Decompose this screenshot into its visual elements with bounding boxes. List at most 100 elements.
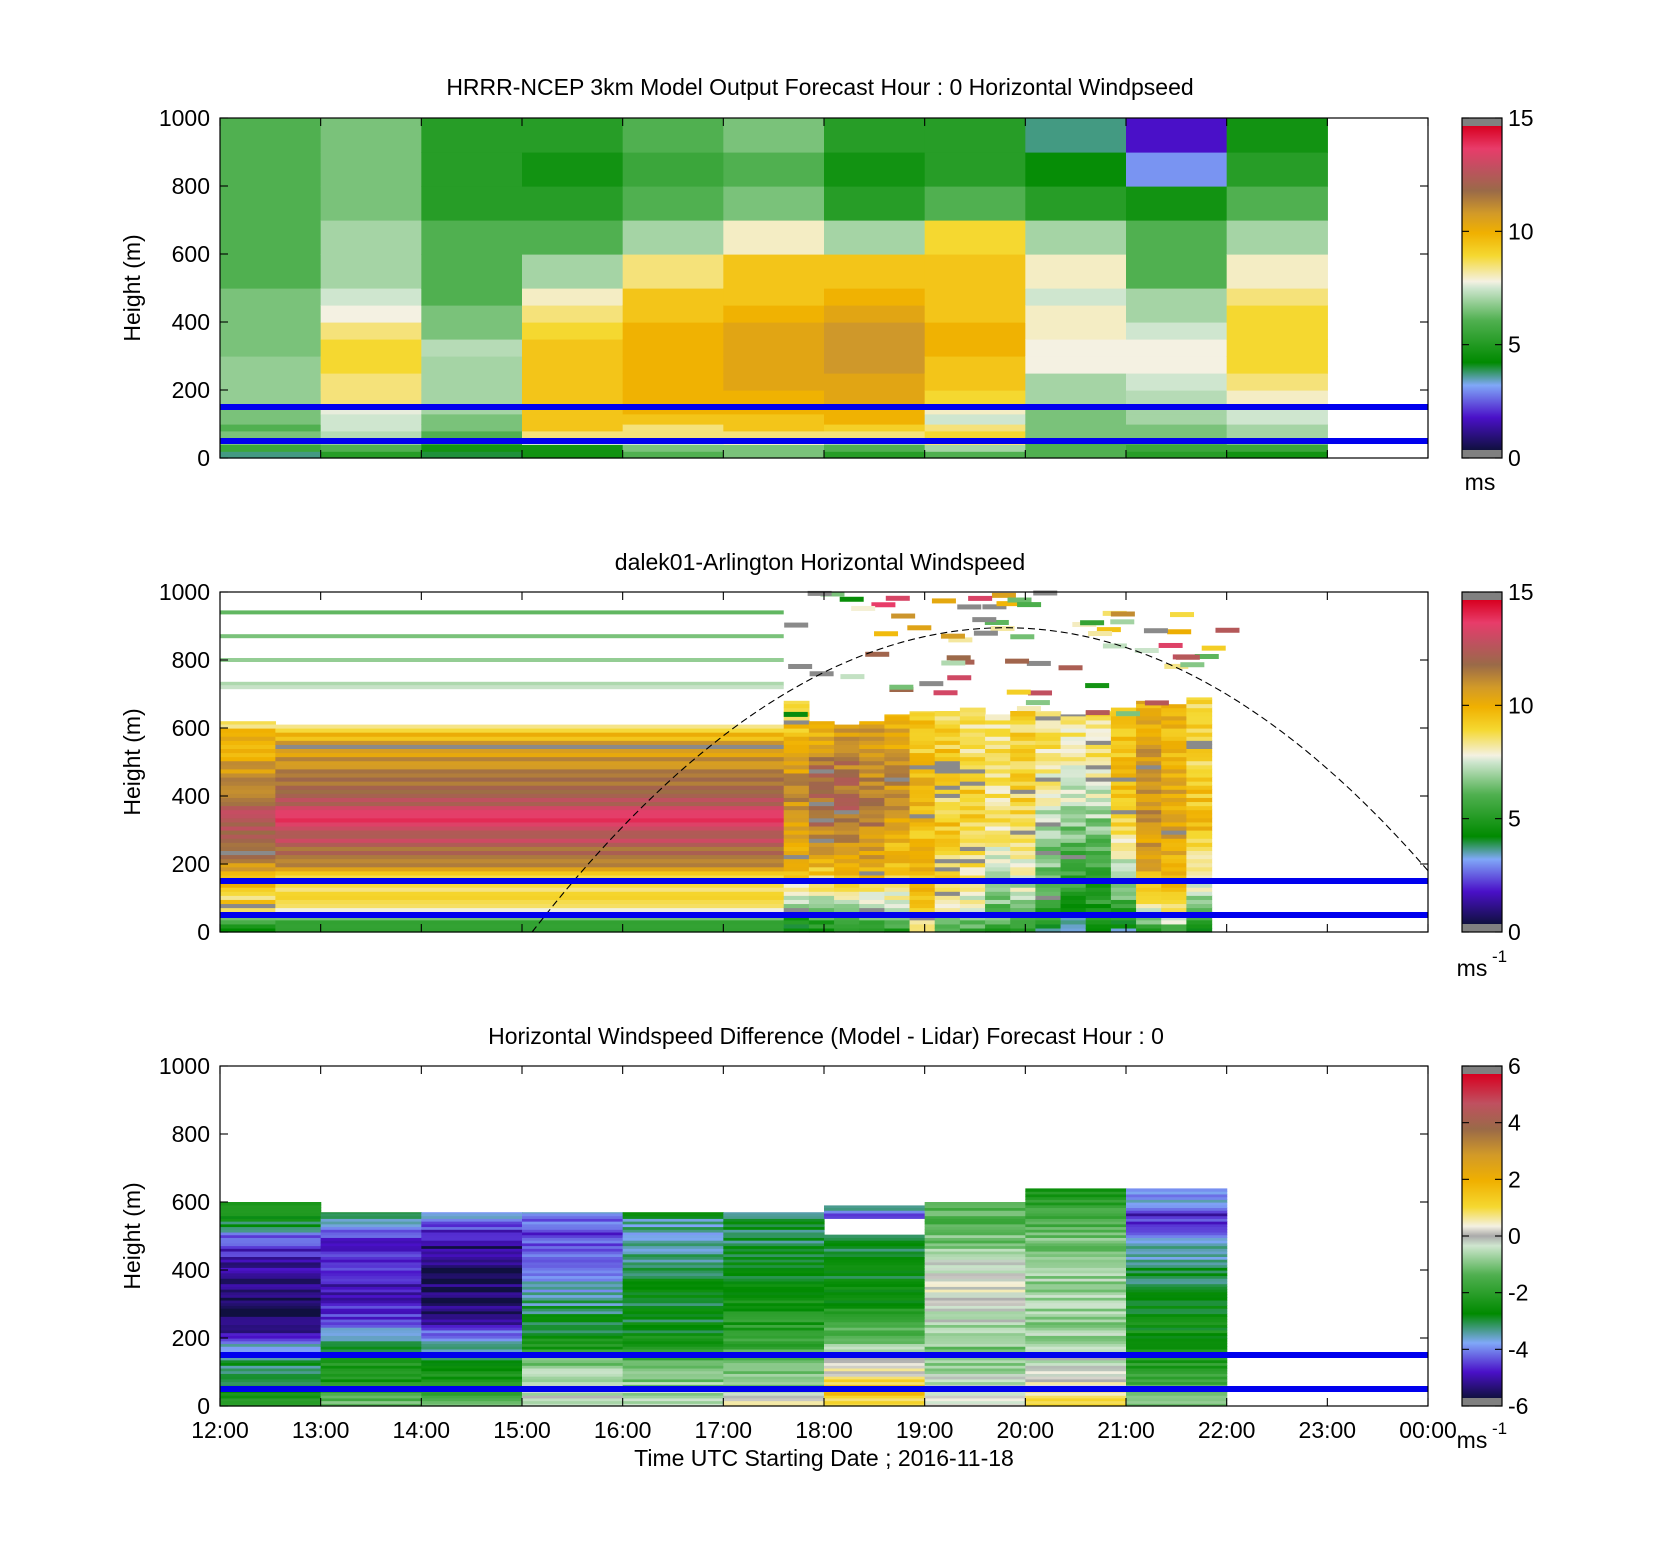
heatmap-cell: [522, 1280, 624, 1285]
heatmap-cell: [622, 1226, 724, 1230]
heatmap-cell: [1136, 789, 1162, 794]
y-tick-label: 800: [172, 647, 210, 673]
heatmap-cell: [1126, 1286, 1228, 1290]
heatmap-cell: [421, 1313, 523, 1317]
heatmap-cell: [783, 789, 810, 794]
heatmap-cell: [1025, 1234, 1127, 1238]
heatmap-cell: [1226, 413, 1328, 425]
heatmap-cell: [824, 1250, 926, 1255]
heatmap-cell: [824, 1343, 926, 1347]
heatmap-cell: [1136, 760, 1162, 766]
heatmap-cell: [522, 1316, 624, 1320]
heatmap-cell: [1025, 1392, 1127, 1396]
heatmap-cell: [421, 118, 523, 153]
heatmap-cell: [1161, 711, 1187, 717]
heatmap-cell: [723, 1365, 825, 1369]
heatmap-cell: [1186, 899, 1213, 905]
heatmap-cell: [1186, 805, 1213, 811]
heatmap-cell: [622, 1313, 724, 1317]
heatmap-cell: [723, 1357, 825, 1361]
heatmap-cell: [824, 1403, 926, 1407]
heatmap-cell: [909, 752, 936, 758]
heatmap-cell: [1110, 903, 1137, 909]
heatmap-cell: [320, 254, 422, 289]
upper-return-stripe: [1134, 648, 1159, 654]
heatmap-cell: [824, 339, 926, 357]
heatmap-cell: [824, 305, 926, 323]
heatmap-cell: [1126, 1215, 1228, 1219]
heatmap-cell: [220, 413, 322, 425]
heatmap-cell: [1085, 870, 1112, 876]
heatmap-cell: [220, 1253, 322, 1257]
heatmap-cell: [808, 809, 835, 815]
heatmap-cell: [783, 899, 810, 905]
heatmap-cell: [1035, 923, 1062, 929]
heatmap-cell: [1226, 152, 1328, 187]
heatmap-cell: [808, 721, 835, 725]
x-tick-label: 15:00: [493, 1417, 551, 1443]
heatmap-cell: [934, 785, 961, 790]
heatmap-cell: [808, 760, 835, 766]
heatmap-cell: [808, 756, 835, 762]
heatmap-cell: [1126, 1343, 1228, 1347]
heatmap-cell: [1110, 809, 1137, 815]
heatmap-cell: [320, 1310, 422, 1315]
heatmap-cell: [884, 785, 911, 790]
heatmap-cell: [1025, 1280, 1127, 1285]
heatmap-cell: [1186, 740, 1213, 745]
heatmap-cell: [1186, 830, 1213, 835]
heatmap-cell: [959, 785, 986, 790]
heatmap-cell: [1010, 825, 1036, 831]
heatmap-cell: [834, 915, 860, 921]
heatmap-cell: [924, 1245, 1026, 1249]
upper-return-stripe: [1085, 710, 1110, 716]
heatmap-cell: [1136, 915, 1162, 921]
colorbar-tick-label: 15: [1508, 579, 1534, 605]
heatmap-cell: [522, 1324, 624, 1328]
heatmap-cell: [959, 842, 986, 847]
heatmap-cell: [1025, 1367, 1127, 1372]
heatmap-cell: [1025, 288, 1127, 306]
heatmap-cell: [220, 1286, 322, 1290]
heatmap-cell: [959, 793, 986, 798]
heatmap-cell: [1136, 834, 1162, 839]
heatmap-cell: [1186, 838, 1213, 843]
heatmap-cell: [320, 1302, 422, 1306]
heatmap-cell: [320, 1400, 422, 1404]
heatmap-cell: [783, 854, 810, 860]
heatmap-cell: [1085, 797, 1112, 803]
heatmap-cell: [220, 1338, 322, 1342]
heatmap-cell: [1136, 772, 1162, 778]
heatmap-cell: [859, 830, 885, 835]
heatmap-cell: [220, 809, 276, 815]
heatmap-cell: [723, 1280, 825, 1285]
heatmap-cell: [1035, 715, 1062, 721]
heatmap-cell: [421, 1321, 523, 1325]
heatmap-cell: [421, 1256, 523, 1260]
heatmap-cell: [320, 1395, 422, 1399]
heatmap-cell: [622, 1286, 724, 1290]
heatmap-cell: [985, 887, 1011, 892]
heatmap-cell: [1136, 858, 1162, 864]
heatmap-cell: [1035, 809, 1062, 815]
colorbar-tick-label: 10: [1508, 692, 1534, 718]
heatmap-cell: [220, 1248, 322, 1252]
heatmap-cell: [723, 1212, 825, 1214]
heatmap-cell: [959, 760, 986, 766]
heatmap-cell: [1126, 1278, 1228, 1282]
heatmap-cell: [1186, 817, 1213, 823]
heatmap-cell: [1136, 842, 1162, 847]
heatmap-cell: [924, 1305, 1026, 1309]
heatmap-cell: [1136, 895, 1162, 900]
heatmap-cell: [783, 915, 810, 921]
heatmap-cell: [1126, 152, 1228, 187]
heatmap-cell: [1035, 748, 1062, 754]
panel-lidar-colorbar: [1462, 600, 1502, 924]
heatmap-cell: [859, 891, 885, 896]
heatmap-cell: [1085, 793, 1112, 798]
x-tick-label: 16:00: [594, 1417, 652, 1443]
heatmap-cell: [1136, 866, 1162, 872]
heatmap-cell: [723, 1250, 825, 1255]
heatmap-cell: [1136, 870, 1162, 876]
heatmap-cell: [1110, 927, 1137, 933]
